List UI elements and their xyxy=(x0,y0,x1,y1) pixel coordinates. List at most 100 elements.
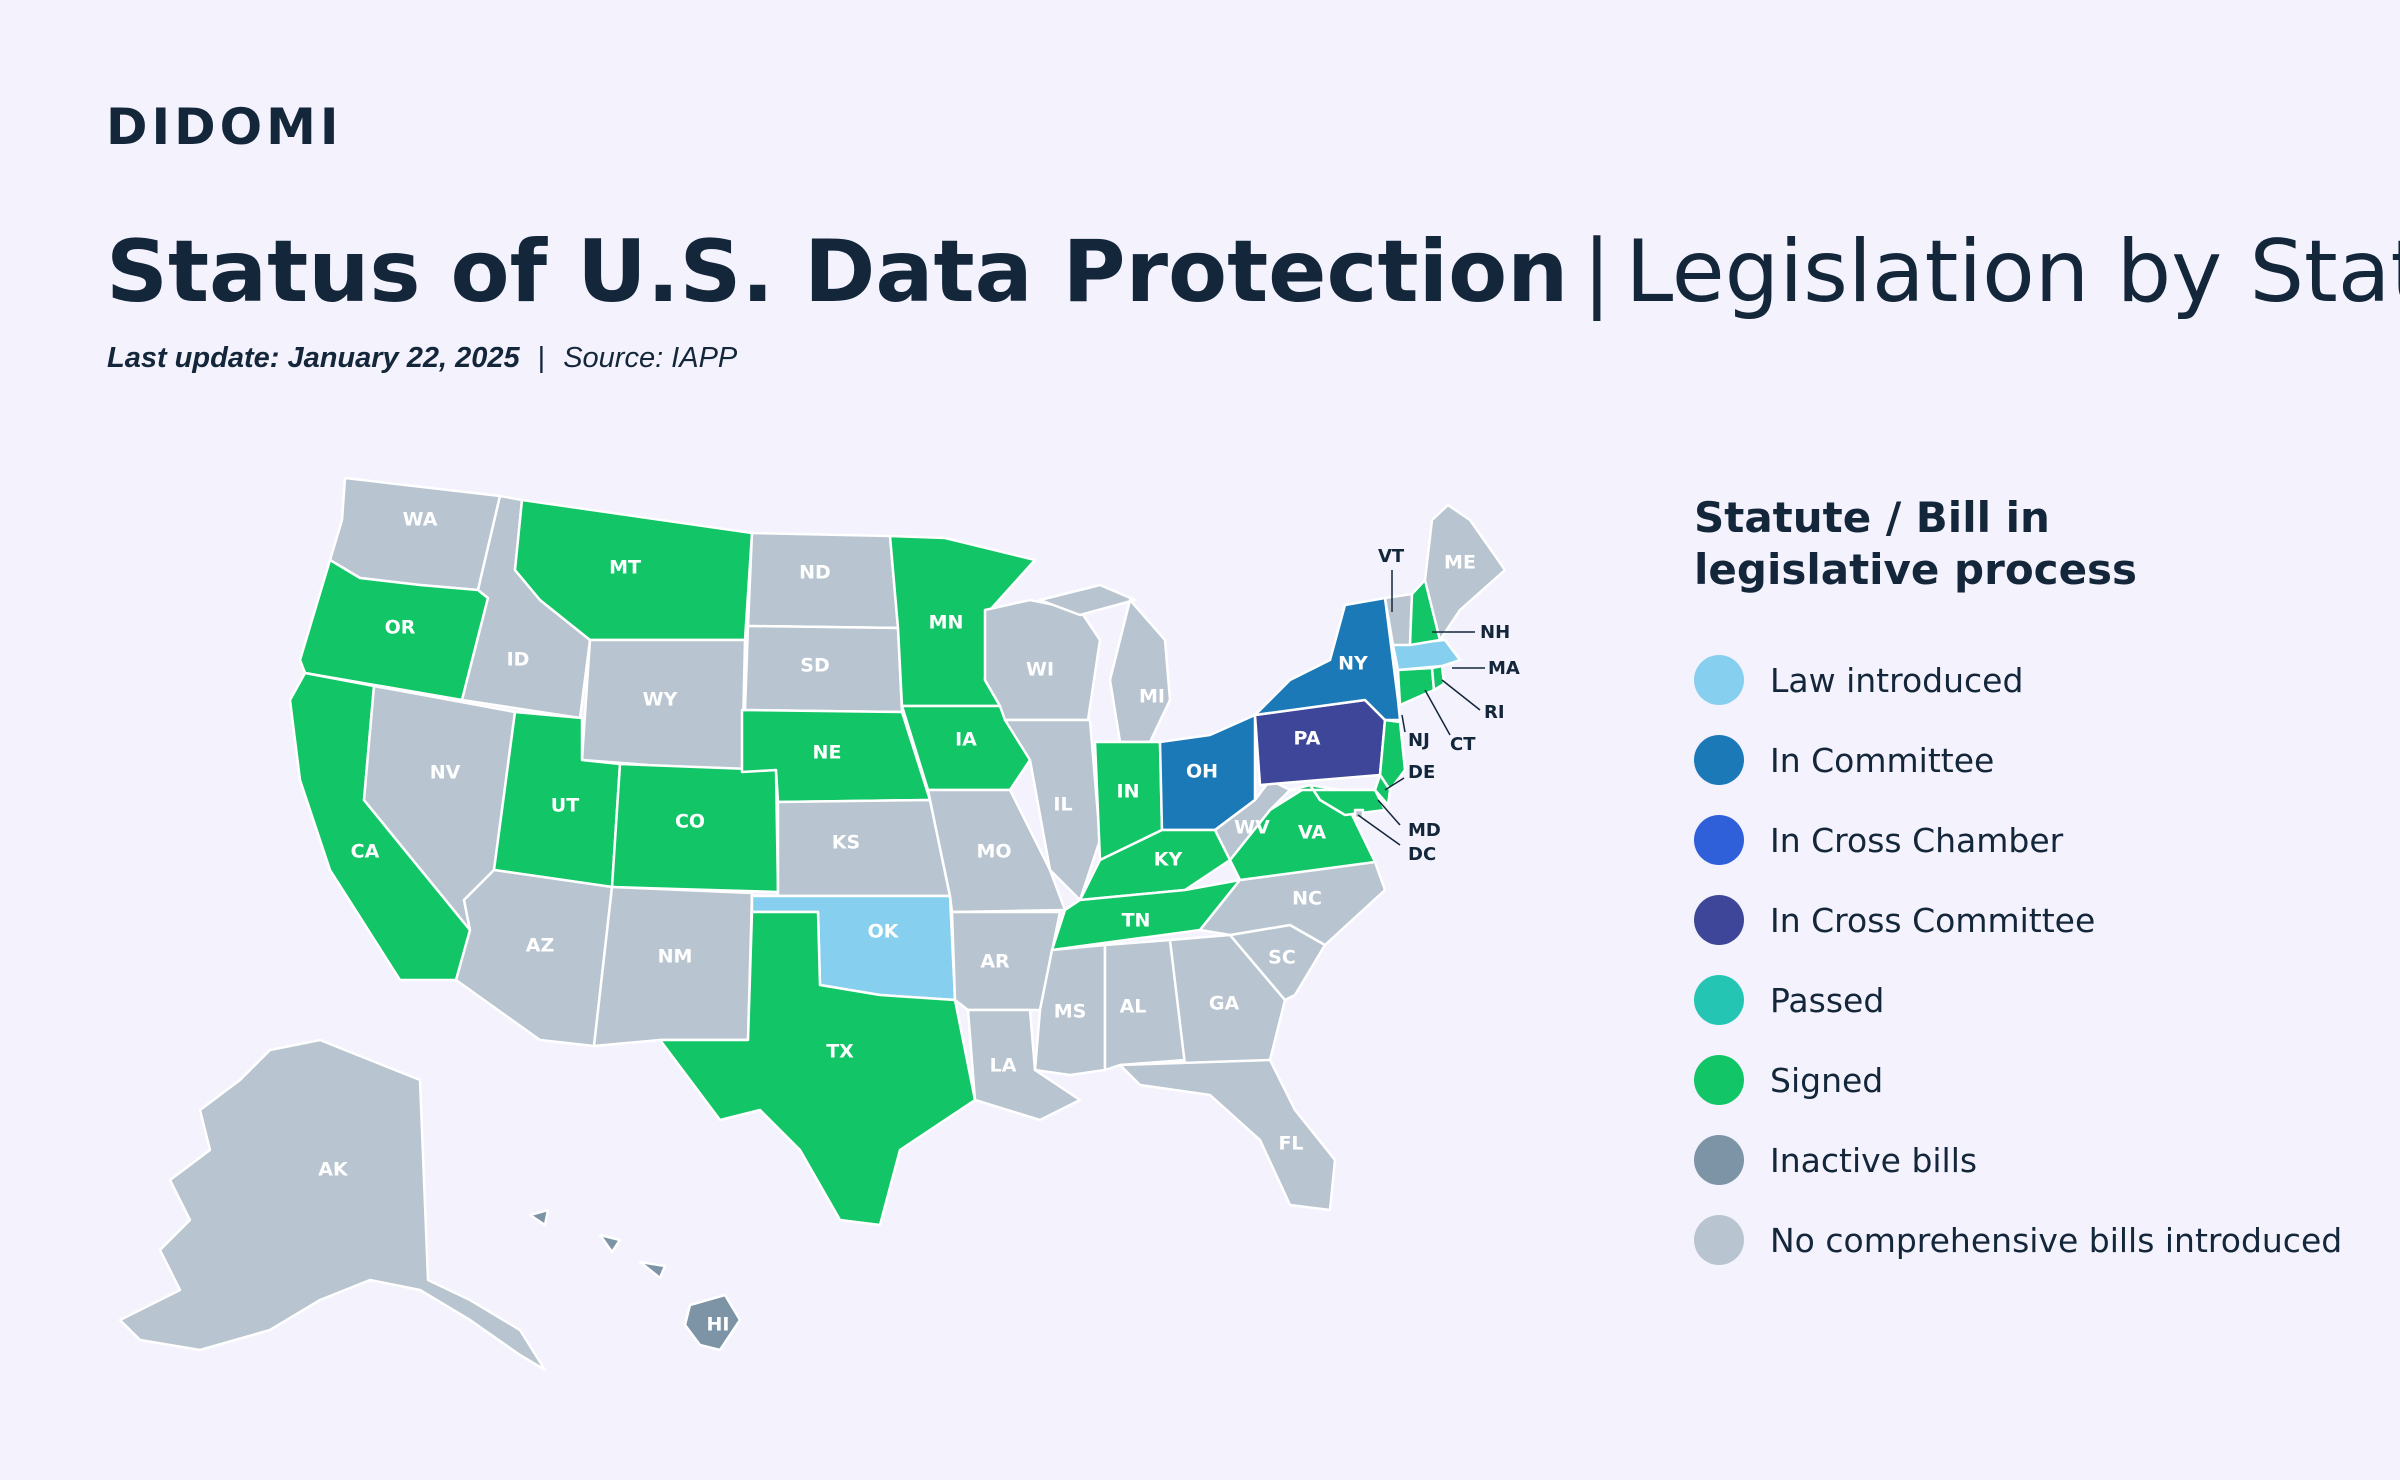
state-label-ca: CA xyxy=(351,841,380,863)
legend-item-in-cross-committee: In Cross Committee xyxy=(1694,880,2342,960)
legend-item-no-bills: No comprehensive bills introduced xyxy=(1694,1200,2342,1280)
legend: Law introduced In Committee In Cross Cha… xyxy=(1694,640,2342,1280)
state-label-ia: IA xyxy=(955,729,977,751)
state-me[interactable] xyxy=(1423,503,1507,642)
legend-swatch xyxy=(1694,655,1744,705)
state-label-wy: WY xyxy=(643,689,678,711)
state-label-nh: NH xyxy=(1480,622,1510,643)
state-label-al: AL xyxy=(1120,996,1147,1018)
state-label-ga: GA xyxy=(1209,993,1240,1015)
state-label-sc: SC xyxy=(1268,947,1296,969)
state-de[interactable] xyxy=(1373,773,1392,807)
legend-label: Signed xyxy=(1770,1060,1884,1100)
legend-item-law-introduced: Law introduced xyxy=(1694,640,2342,720)
state-label-tn: TN xyxy=(1122,910,1151,932)
state-label-nj: NJ xyxy=(1408,730,1430,751)
state-ia[interactable] xyxy=(900,704,1032,792)
state-label-nm: NM xyxy=(658,946,693,968)
state-label-la: LA xyxy=(990,1055,1017,1077)
legend-swatch xyxy=(1694,895,1744,945)
state-wa[interactable] xyxy=(328,476,502,592)
state-label-ne: NE xyxy=(813,742,842,764)
state-ri[interactable] xyxy=(1430,664,1446,692)
state-label-ks: KS xyxy=(832,832,860,854)
state-label-id: ID xyxy=(507,649,530,671)
state-nj[interactable] xyxy=(1378,718,1407,792)
state-tx[interactable] xyxy=(658,910,977,1227)
state-label-oh: OH xyxy=(1186,761,1218,783)
title-light: Legislation by State xyxy=(1625,222,2400,322)
state-ct[interactable] xyxy=(1396,666,1436,707)
state-label-tx: TX xyxy=(826,1041,854,1063)
state-label-in: IN xyxy=(1117,781,1140,803)
state-label-nc: NC xyxy=(1292,888,1322,910)
state-md[interactable] xyxy=(1288,783,1387,817)
page-title: Status of U.S. Data Protection | Legislati… xyxy=(106,222,2400,322)
legend-item-in-cross-chamber: In Cross Chamber xyxy=(1694,800,2342,880)
state-ks[interactable] xyxy=(776,798,952,898)
legend-swatch xyxy=(1694,735,1744,785)
state-label-ky: KY xyxy=(1154,849,1183,871)
subtitle-separator: | xyxy=(537,342,546,374)
state-label-dc: DC xyxy=(1408,844,1436,865)
state-label-co: CO xyxy=(675,811,705,833)
legend-swatch xyxy=(1694,975,1744,1025)
state-label-ma: MA xyxy=(1488,658,1520,679)
legend-title: Statute / Bill in legislative process xyxy=(1694,493,2138,594)
state-label-il: IL xyxy=(1053,794,1072,816)
state-az[interactable] xyxy=(454,868,614,1048)
title-separator: | xyxy=(1582,222,1612,322)
state-label-vt: VT xyxy=(1378,546,1405,567)
source: Source: IAPP xyxy=(563,342,738,374)
legend-label: Law introduced xyxy=(1770,660,2024,700)
state-label-ak: AK xyxy=(318,1159,349,1181)
subtitle: Last update: January 22, 2025 | Source: IA… xyxy=(107,342,737,375)
legend-item-inactive: Inactive bills xyxy=(1694,1120,2342,1200)
state-label-me: ME xyxy=(1444,552,1476,574)
label-leader-lines xyxy=(1357,570,1485,846)
state-label-ok: OK xyxy=(868,921,900,943)
state-label-ar: AR xyxy=(980,951,1010,973)
legend-item-signed: Signed xyxy=(1694,1040,2342,1120)
state-label-mn: MN xyxy=(929,612,964,634)
legend-item-passed: Passed xyxy=(1694,960,2342,1040)
state-label-mo: MO xyxy=(976,841,1011,863)
state-label-hi: HI xyxy=(707,1314,730,1336)
state-hi[interactable] xyxy=(528,1208,742,1352)
legend-label: No comprehensive bills introduced xyxy=(1770,1220,2343,1260)
legend-swatch xyxy=(1694,1055,1744,1105)
state-fl[interactable] xyxy=(1118,1058,1337,1212)
state-ak[interactable] xyxy=(118,1038,547,1372)
state-label-nd: ND xyxy=(799,562,831,584)
state-label-de: DE xyxy=(1408,762,1435,783)
state-label-md: MD xyxy=(1408,820,1441,841)
state-al[interactable] xyxy=(1103,938,1187,1072)
state-label-ct: CT xyxy=(1450,734,1476,755)
state-label-fl: FL xyxy=(1278,1133,1303,1155)
external-state-labels: VT NH MA RI CT NJ DE MD DC xyxy=(1378,546,1520,865)
title-bold: Status of U.S. Data Protection xyxy=(106,222,1569,322)
state-la[interactable] xyxy=(966,1008,1082,1122)
state-ny[interactable] xyxy=(1253,596,1402,722)
state-label-ri: RI xyxy=(1484,702,1505,723)
state-label-or: OR xyxy=(385,617,416,639)
legend-swatch xyxy=(1694,815,1744,865)
state-label-va: VA xyxy=(1298,822,1326,844)
didomi-logo: DIDOMI xyxy=(106,98,343,156)
state-label-wi: WI xyxy=(1026,659,1054,681)
legend-label: Inactive bills xyxy=(1770,1140,1978,1180)
legend-swatch xyxy=(1694,1135,1744,1185)
legend-swatch xyxy=(1694,1215,1744,1265)
legend-label: In Committee xyxy=(1770,740,1995,780)
state-labels: WA OR CA ID NV MT WY UT AZ CO NM ND SD N… xyxy=(318,509,1476,1336)
last-update: Last update: January 22, 2025 xyxy=(107,342,520,374)
legend-label: In Cross Committee xyxy=(1770,900,2096,940)
state-label-mt: MT xyxy=(609,557,641,579)
state-label-pa: PA xyxy=(1294,728,1321,750)
state-label-sd: SD xyxy=(800,655,829,677)
legend-label: Passed xyxy=(1770,980,1885,1020)
state-label-nv: NV xyxy=(430,762,461,784)
state-label-az: AZ xyxy=(526,935,554,957)
